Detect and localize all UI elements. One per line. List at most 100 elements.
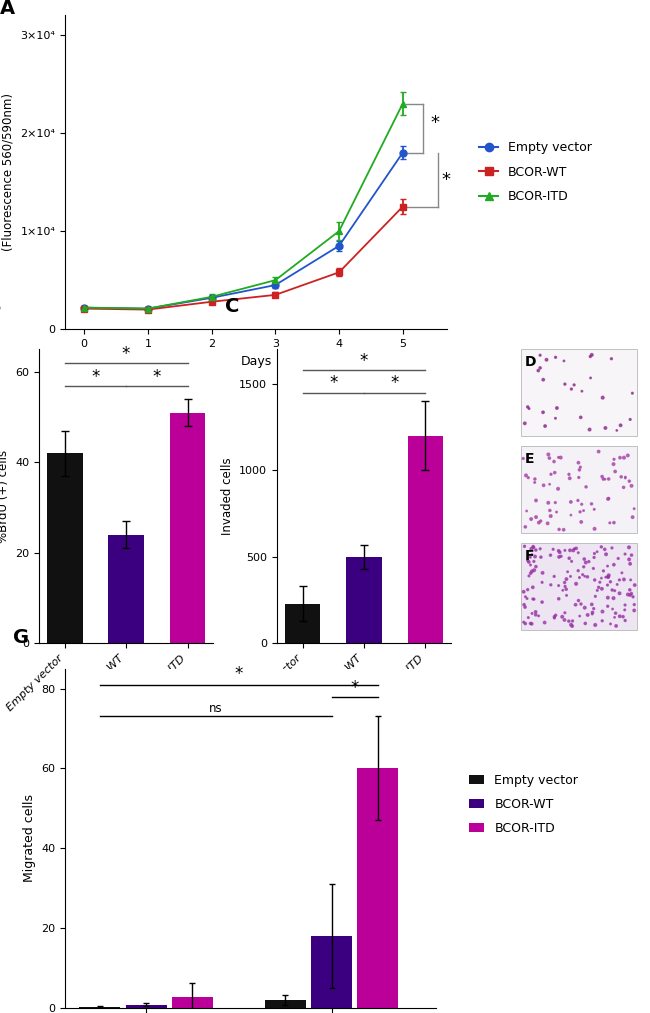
Point — [569, 541, 580, 557]
Y-axis label: Cellular growth
(Fluorescence 560/590nm): Cellular growth (Fluorescence 560/590nm) — [0, 93, 15, 251]
Text: D: D — [525, 356, 536, 370]
Point — [549, 454, 559, 470]
Point — [566, 506, 576, 523]
Point — [596, 539, 606, 555]
Point — [548, 541, 558, 557]
Point — [540, 615, 550, 631]
Point — [608, 590, 619, 606]
Point — [545, 576, 556, 593]
Point — [575, 409, 586, 425]
Point — [600, 471, 610, 487]
Point — [605, 573, 616, 590]
Point — [570, 597, 580, 613]
Point — [523, 399, 533, 415]
Point — [612, 422, 622, 439]
Bar — [358, 769, 398, 1008]
Point — [524, 568, 534, 585]
Point — [596, 570, 606, 587]
Point — [561, 581, 571, 598]
Point — [530, 474, 540, 490]
Point — [520, 519, 530, 535]
Point — [526, 511, 536, 527]
Point — [534, 515, 544, 531]
Point — [551, 349, 561, 366]
Point — [530, 471, 540, 487]
Point — [599, 541, 610, 557]
Point — [598, 471, 608, 487]
Point — [578, 559, 589, 575]
Point — [525, 549, 536, 565]
Point — [604, 515, 615, 531]
Point — [540, 418, 551, 435]
Point — [587, 606, 597, 622]
Text: *: * — [122, 345, 130, 364]
Point — [616, 469, 627, 485]
Point — [586, 370, 596, 386]
Point — [553, 450, 564, 466]
Point — [535, 541, 545, 557]
Point — [538, 404, 548, 420]
Point — [600, 419, 610, 436]
Point — [535, 347, 545, 364]
Text: *: * — [235, 665, 243, 683]
Point — [528, 591, 538, 607]
Point — [580, 568, 590, 585]
Point — [559, 353, 569, 369]
Point — [573, 593, 584, 609]
Point — [607, 581, 618, 598]
Point — [543, 447, 554, 463]
Point — [520, 616, 530, 632]
Point — [528, 579, 538, 596]
Text: ns: ns — [209, 702, 222, 715]
Point — [549, 568, 560, 585]
Point — [610, 463, 620, 479]
Text: *: * — [431, 114, 440, 132]
Point — [620, 469, 630, 485]
Point — [567, 613, 578, 629]
Point — [590, 589, 601, 605]
Point — [538, 477, 549, 493]
Point — [521, 467, 531, 483]
Point — [579, 551, 590, 567]
Point — [556, 450, 566, 466]
Text: A: A — [0, 0, 15, 18]
Point — [626, 586, 636, 602]
Point — [627, 547, 637, 563]
Point — [608, 556, 619, 572]
Point — [530, 607, 541, 623]
Point — [525, 557, 536, 573]
Point — [580, 554, 591, 570]
Point — [562, 563, 573, 579]
Point — [629, 603, 640, 619]
Point — [560, 605, 570, 621]
Point — [592, 582, 603, 599]
Bar — [521, 543, 637, 630]
Point — [618, 479, 629, 495]
Point — [534, 608, 544, 624]
Point — [566, 617, 577, 633]
Point — [590, 617, 601, 633]
Point — [565, 542, 575, 558]
Point — [588, 601, 599, 617]
Point — [610, 582, 620, 599]
Point — [624, 473, 634, 489]
Point — [627, 385, 638, 401]
Point — [542, 516, 552, 532]
Point — [608, 456, 619, 472]
Point — [603, 577, 613, 594]
Point — [556, 548, 566, 564]
Point — [581, 479, 592, 495]
Point — [526, 563, 537, 579]
Point — [619, 602, 630, 618]
Point — [604, 567, 614, 583]
Text: *: * — [350, 679, 359, 697]
Legend: Empty vector, BCOR-WT, BCOR-ITD: Empty vector, BCOR-WT, BCOR-ITD — [464, 769, 583, 840]
Point — [575, 459, 586, 475]
Bar — [170, 412, 205, 643]
Point — [523, 610, 534, 626]
Point — [624, 551, 634, 567]
Point — [625, 556, 635, 572]
Point — [520, 599, 530, 615]
Point — [597, 468, 607, 484]
Point — [554, 544, 565, 560]
